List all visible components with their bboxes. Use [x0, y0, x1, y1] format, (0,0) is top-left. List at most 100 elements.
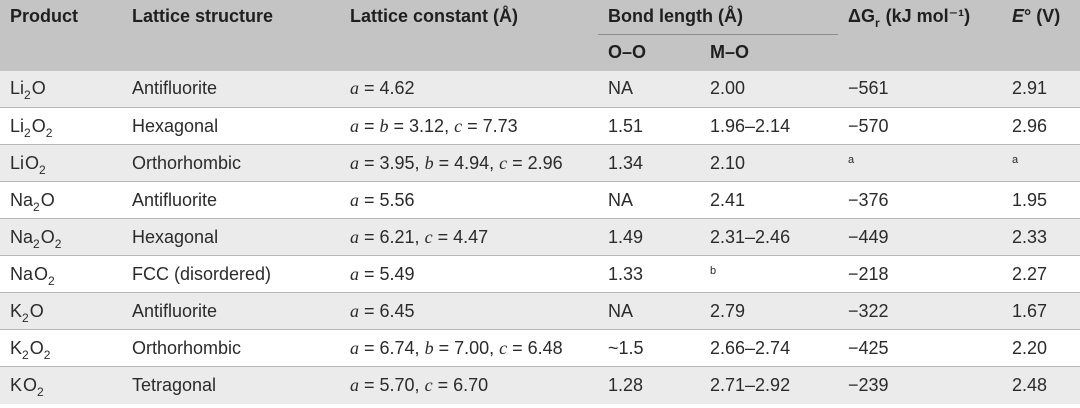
cell-e-standard: 1.95	[1012, 181, 1080, 219]
cell-lattice-constant: a = b = 3.12, c = 7.73	[340, 107, 598, 145]
cell-delta-g: a	[838, 144, 1012, 182]
formula-metal: Li	[10, 115, 25, 136]
table-row: Li2O2 Hexagonal a = b = 3.12, c = 7.73 1.51…	[0, 107, 1080, 145]
formula-oxygen: O	[29, 337, 44, 358]
table-header: Product Lattice structure Lattice consta…	[0, 0, 1080, 71]
formula-oxygen-subscript: 2	[45, 125, 53, 140]
cell-delta-g: −425	[838, 329, 1012, 367]
cell-oo-bond: 1.28	[598, 366, 700, 404]
lattice-variable: c	[424, 226, 433, 247]
lattice-variable: c	[454, 115, 463, 136]
cell-mo-bond: 2.31–2.46	[700, 218, 838, 256]
cell-product: K2O2	[0, 329, 122, 367]
formula-oxygen: O	[40, 189, 55, 210]
header-lattice-constant: Lattice constant (Å)	[340, 0, 598, 71]
formula-oxygen: O	[29, 300, 44, 321]
formula-metal: K	[10, 300, 23, 321]
cell-product: Na2O	[0, 181, 122, 219]
lattice-variable: b	[424, 152, 434, 173]
lattice-variable: a	[350, 300, 359, 321]
lattice-variable: c	[499, 152, 508, 173]
cell-delta-g: −218	[838, 255, 1012, 293]
cell-mo-bond: 2.00	[700, 70, 838, 108]
formula-metal-subscript: 2	[22, 347, 29, 362]
cell-e-standard: 2.96	[1012, 107, 1080, 145]
cell-delta-g: −239	[838, 366, 1012, 404]
formula-oxygen: O	[25, 152, 40, 173]
e-symbol: E	[1012, 6, 1025, 26]
delta-g-subscript: r	[874, 16, 880, 30]
table-row: Na2O2 Hexagonal a = 6.21, c = 4.47 1.49 2.31…	[0, 218, 1080, 256]
header-e-standard: E° (V)	[1012, 0, 1080, 71]
cell-lattice-constant: a = 5.70, c = 6.70	[340, 366, 598, 404]
formula-metal: K	[10, 374, 23, 395]
header-mo: M–O	[700, 34, 838, 71]
footnote-mark: a	[848, 153, 855, 166]
formula-metal: Li	[10, 78, 25, 99]
cell-lattice-structure: Antifluorite	[122, 181, 340, 219]
cell-mo-bond: 1.96–2.14	[700, 107, 838, 145]
formula-oxygen: O	[40, 226, 55, 247]
cell-mo-bond: 2.71–2.92	[700, 366, 838, 404]
formula-oxygen: O	[23, 374, 38, 395]
cell-mo-bond: 2.10	[700, 144, 838, 182]
table-row: KO2 Tetragonal a = 5.70, c = 6.70 1.28 2.71–…	[0, 366, 1080, 404]
cell-mo-bond: 2.41	[700, 181, 838, 219]
cell-product: Li2O2	[0, 107, 122, 145]
table-row: LiO2 Orthorhombic a = 3.95, b = 4.94, c = …	[0, 144, 1080, 182]
formula-metal: Na	[10, 263, 34, 284]
cell-delta-g: −449	[838, 218, 1012, 256]
footnote-mark: a	[1012, 153, 1019, 166]
header-bond-length: Bond length (Å)	[598, 0, 838, 35]
cell-e-standard: 1.67	[1012, 292, 1080, 330]
cell-delta-g: −561	[838, 70, 1012, 108]
lattice-variable: a	[350, 152, 359, 173]
cell-lattice-structure: Hexagonal	[122, 218, 340, 256]
cell-delta-g: −322	[838, 292, 1012, 330]
cell-oo-bond: NA	[598, 181, 700, 219]
cell-lattice-structure: Tetragonal	[122, 366, 340, 404]
cell-lattice-constant: a = 3.95, b = 4.94, c = 2.96	[340, 144, 598, 182]
formula-metal-subscript: 2	[24, 125, 31, 140]
cell-lattice-structure: Antifluorite	[122, 70, 340, 108]
cell-oo-bond: 1.33	[598, 255, 700, 293]
cell-lattice-constant: a = 4.62	[340, 70, 598, 108]
header-oo: O–O	[598, 34, 700, 71]
cell-e-standard: 2.20	[1012, 329, 1080, 367]
delta-g-symbol: ΔG	[848, 6, 875, 26]
cell-product: LiO2	[0, 144, 122, 182]
lattice-variable: a	[350, 189, 359, 210]
lattice-variable: a	[350, 78, 359, 99]
cell-mo-bond: 2.79	[700, 292, 838, 330]
formula-metal-subscript: 2	[24, 88, 31, 103]
cell-product: Li2O	[0, 70, 122, 108]
formula-metal-subscript: 2	[22, 310, 29, 325]
header-lattice-structure: Lattice structure	[122, 0, 340, 71]
formula-oxygen-subscript: 2	[39, 162, 46, 177]
cell-e-standard: 2.91	[1012, 70, 1080, 108]
cell-oo-bond: NA	[598, 70, 700, 108]
cell-lattice-structure: Antifluorite	[122, 292, 340, 330]
cell-e-standard: 2.33	[1012, 218, 1080, 256]
lattice-variable: a	[350, 226, 359, 247]
formula-oxygen: O	[31, 115, 46, 136]
cell-lattice-structure: Orthorhombic	[122, 329, 340, 367]
lattice-variable: a	[350, 337, 359, 358]
lattice-variable: a	[350, 263, 359, 284]
cell-e-standard: 2.48	[1012, 366, 1080, 404]
formula-oxygen-subscript: 2	[48, 273, 55, 288]
lattice-variable: c	[424, 374, 433, 395]
table-row: Li2O Antifluorite a = 4.62 NA 2.00 −561 2.91	[0, 70, 1080, 108]
formula-oxygen-subscript: 2	[37, 384, 44, 399]
cell-oo-bond: 1.49	[598, 218, 700, 256]
lattice-variable: b	[379, 115, 389, 136]
formula-metal: Na	[10, 226, 34, 247]
cell-lattice-constant: a = 6.74, b = 7.00, c = 6.48	[340, 329, 598, 367]
cell-e-standard: a	[1012, 144, 1080, 182]
cell-lattice-constant: a = 6.45	[340, 292, 598, 330]
cell-product: Na2O2	[0, 218, 122, 256]
cell-delta-g: −376	[838, 181, 1012, 219]
cell-product: NaO2	[0, 255, 122, 293]
cell-oo-bond: 1.51	[598, 107, 700, 145]
